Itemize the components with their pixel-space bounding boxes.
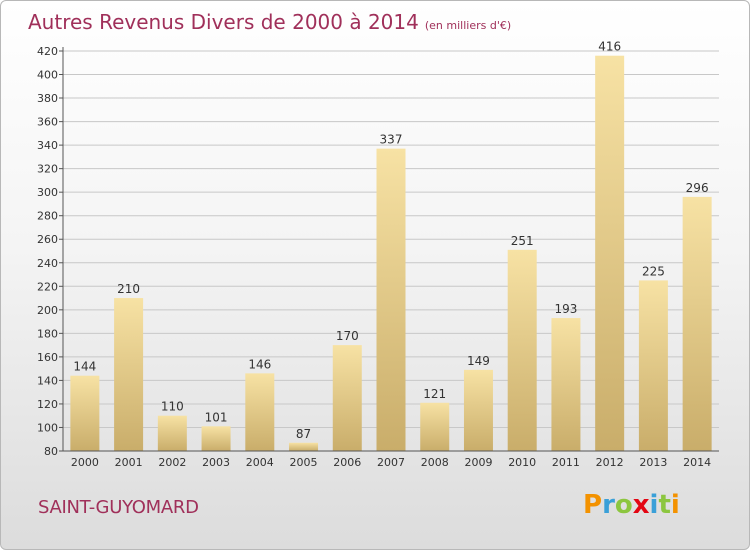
x-tick-label: 2006 xyxy=(333,456,361,469)
data-label: 144 xyxy=(73,360,96,374)
bars xyxy=(70,55,712,452)
bar xyxy=(551,318,581,451)
y-tick-label: 420 xyxy=(37,45,58,58)
unit-text: (en milliers d'€) xyxy=(424,19,512,32)
data-label: 101 xyxy=(205,410,228,424)
logo-letter: t xyxy=(658,490,671,520)
logo-letter: i xyxy=(670,490,680,520)
x-tick-label: 2012 xyxy=(596,456,624,469)
x-tick-label: 2008 xyxy=(421,456,449,469)
y-tick-label: 120 xyxy=(37,398,58,411)
data-label: 225 xyxy=(642,264,665,278)
y-tick-label: 380 xyxy=(37,92,58,105)
logo-letter: r xyxy=(602,490,615,520)
y-tick-label: 340 xyxy=(37,139,58,152)
data-labels: 144 210 110 101 146 87 170 337 121 149 251 193 416 22… xyxy=(73,40,708,441)
y-tick-label: 140 xyxy=(37,374,58,387)
chart-title: Autres Revenus Divers de 2000 à 2014 (en … xyxy=(28,10,511,34)
x-tick-label: 2013 xyxy=(639,456,667,469)
bar xyxy=(376,148,406,451)
y-tick-label: 300 xyxy=(37,186,58,199)
data-label: 149 xyxy=(467,354,490,368)
x-tick-label: 2004 xyxy=(246,456,274,469)
data-label: 296 xyxy=(686,181,709,195)
bar xyxy=(463,369,493,451)
y-tick-label: 100 xyxy=(37,421,58,434)
bar xyxy=(420,402,450,451)
y-tick-label: 240 xyxy=(37,257,58,270)
data-label: 110 xyxy=(161,400,184,414)
x-tick-label: 2000 xyxy=(71,456,99,469)
logo-letter: i xyxy=(649,490,659,520)
logo-letter: o xyxy=(614,490,633,520)
bar xyxy=(245,373,275,451)
y-tick-label: 200 xyxy=(37,304,58,317)
bar xyxy=(114,298,144,451)
y-tick-label: 180 xyxy=(37,327,58,340)
data-label: 210 xyxy=(117,282,140,296)
x-tick-label: 2014 xyxy=(683,456,711,469)
logo-letter: x xyxy=(632,490,650,520)
y-tick-label: 280 xyxy=(37,210,58,223)
x-tick-label: 2002 xyxy=(158,456,186,469)
x-tick-label: 2005 xyxy=(290,456,318,469)
logo-letter: P xyxy=(583,490,603,520)
y-tick-label: 360 xyxy=(37,116,58,129)
bar xyxy=(638,280,668,451)
data-label: 170 xyxy=(336,329,359,343)
x-tick-label: 2001 xyxy=(115,456,143,469)
title-text: Autres Revenus Divers de 2000 à 2014 xyxy=(28,10,419,34)
x-axis: 2000 2001 2002 2003 2004 2005 2006 2007 2008 2009… xyxy=(63,450,719,469)
data-label: 121 xyxy=(423,387,446,401)
bar xyxy=(70,375,100,451)
y-tick-label: 320 xyxy=(37,163,58,176)
y-tick-label: 220 xyxy=(37,280,58,293)
bar xyxy=(157,415,187,451)
y-tick-label: 400 xyxy=(37,69,58,82)
bar xyxy=(332,345,362,451)
bar xyxy=(682,196,712,451)
data-label: 251 xyxy=(511,234,534,248)
x-tick-label: 2010 xyxy=(508,456,536,469)
y-tick-label: 160 xyxy=(37,351,58,364)
bar xyxy=(201,426,231,451)
bar xyxy=(289,442,319,451)
y-tick-label: 260 xyxy=(37,233,58,246)
x-tick-label: 2007 xyxy=(377,456,405,469)
y-tick-label: 80 xyxy=(44,445,58,458)
data-label: 87 xyxy=(296,427,311,441)
data-label: 416 xyxy=(598,40,621,54)
bar xyxy=(507,249,537,451)
bar xyxy=(595,55,625,452)
x-tick-label: 2009 xyxy=(464,456,492,469)
commune-name: SAINT-GUYOMARD xyxy=(38,497,199,518)
data-label: 193 xyxy=(554,302,577,316)
proxiti-logo[interactable]: Proxiti xyxy=(583,490,680,520)
data-label: 146 xyxy=(248,357,271,371)
x-tick-label: 2011 xyxy=(552,456,580,469)
y-axis: 80 100 120 140 160 180 200 220 240 260 280 300 320 34… xyxy=(37,45,64,458)
x-tick-label: 2003 xyxy=(202,456,230,469)
data-label: 337 xyxy=(380,133,403,147)
